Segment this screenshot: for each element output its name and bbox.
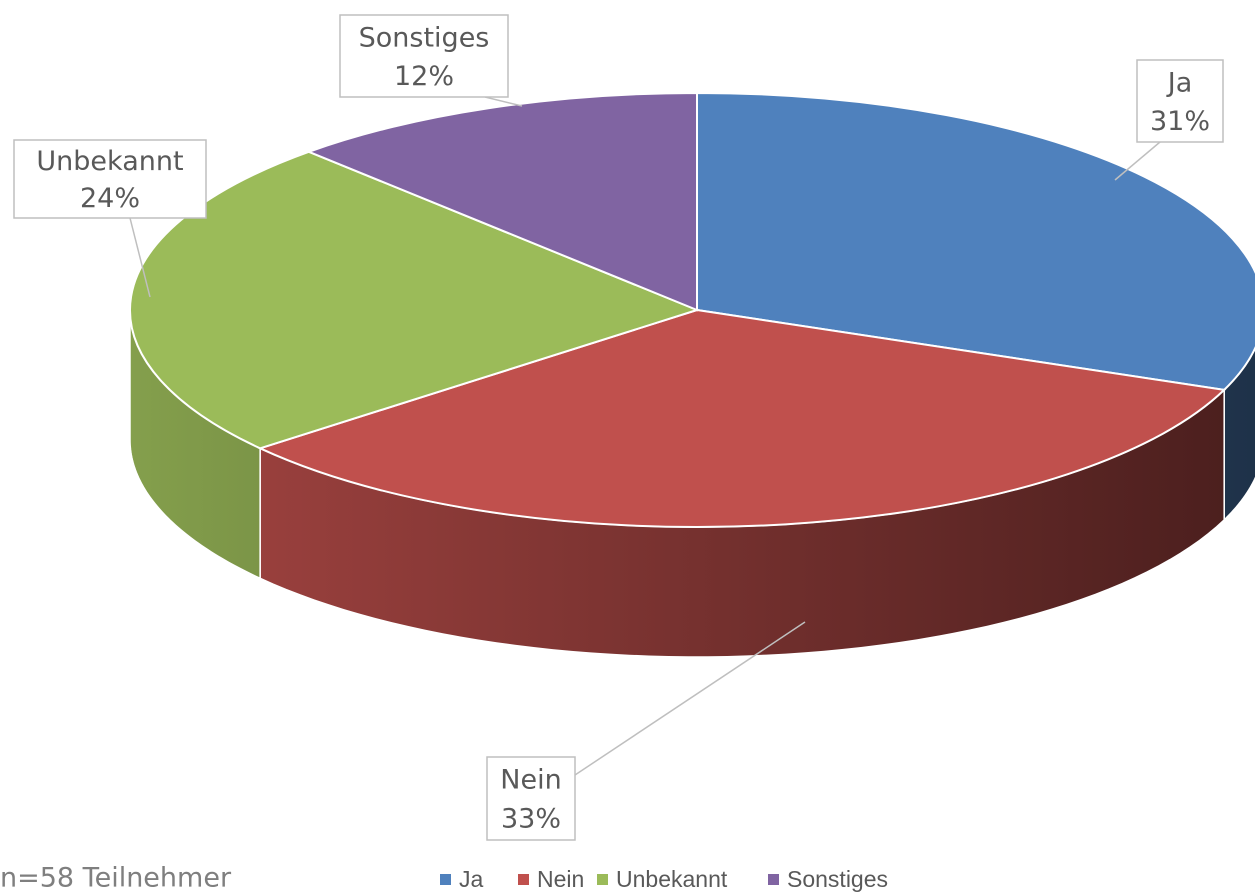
data-label-value: 31% [1150, 106, 1210, 137]
legend-label: Nein [537, 866, 584, 892]
leader-line [484, 96, 523, 107]
legend-swatch [440, 874, 451, 885]
data-label-value: 12% [394, 61, 454, 92]
pie-slice [129, 150, 700, 450]
data-label-name: Sonstiges [359, 22, 490, 53]
data-label-name: Nein [500, 765, 561, 796]
label-box [1136, 59, 1224, 143]
pie-slice [257, 308, 1227, 528]
legend-swatch [768, 874, 779, 885]
legend-label: Unbekannt [616, 866, 728, 892]
data-label-name: Ja [1166, 67, 1193, 98]
legend-label: Sonstiges [787, 866, 888, 892]
label-box [339, 14, 509, 98]
pie-slice [696, 91, 1255, 391]
data-label-value: 24% [80, 183, 140, 214]
leader-line [574, 621, 806, 776]
leader-line [129, 217, 151, 298]
label-box [486, 756, 576, 841]
pie-slice [306, 91, 698, 312]
legend-label: Ja [459, 866, 484, 892]
label-box [13, 139, 207, 219]
leader-line [1114, 141, 1161, 181]
data-label-value: 33% [501, 804, 561, 835]
annotation: n=58 Teilnehmer [0, 863, 232, 894]
legend-swatch [518, 874, 529, 885]
data-label-name: Unbekannt [36, 146, 183, 177]
legend-swatch [597, 874, 608, 885]
